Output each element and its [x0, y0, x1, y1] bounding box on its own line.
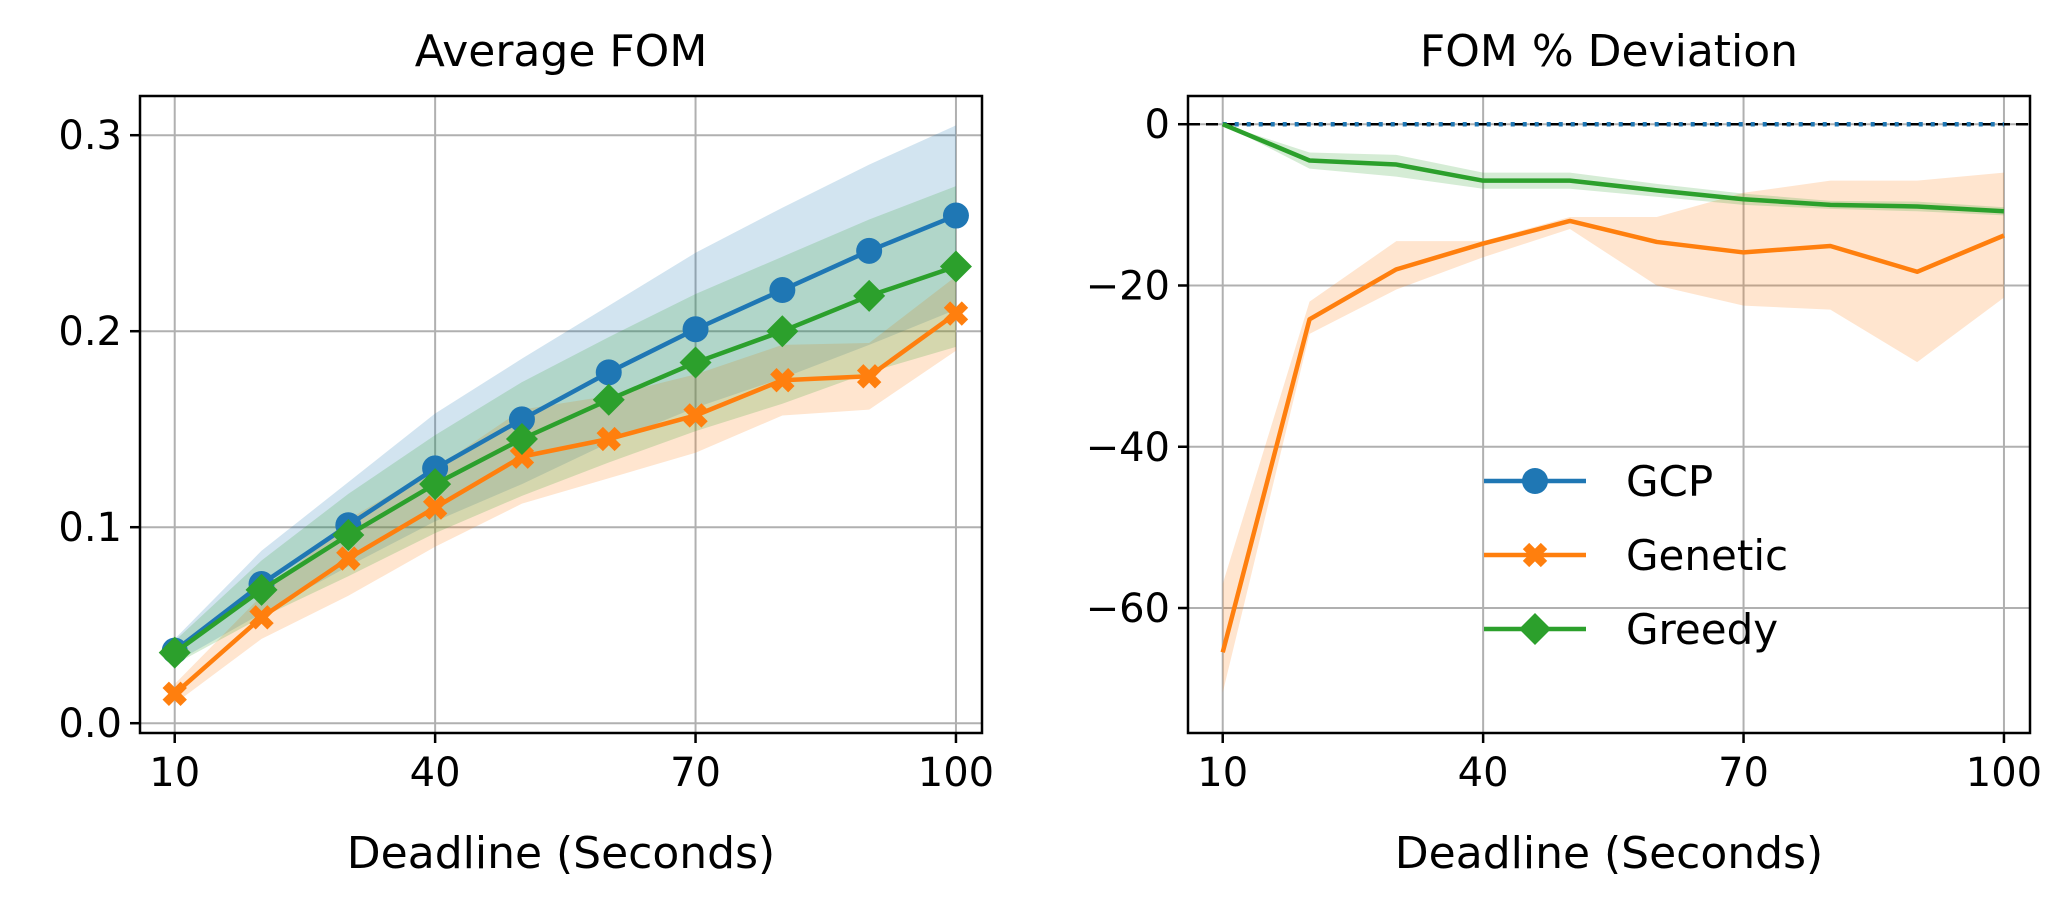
data-point-gcp [682, 316, 709, 343]
data-point-genetic [683, 403, 708, 428]
data-point-genetic-stroke [596, 426, 621, 452]
x-axis-label: Deadline (Seconds) [1395, 828, 1823, 879]
data-point-genetic [856, 364, 882, 389]
data-point-genetic-stroke [509, 444, 535, 469]
data-point-greedy [766, 315, 799, 348]
data-point-genetic-stroke [856, 364, 882, 389]
data-point-gcp [595, 359, 622, 386]
series-line-gcp [173, 213, 957, 653]
y-tick-label: 0.2 [58, 309, 122, 355]
data-point-greedy [853, 279, 886, 312]
data-point-greedy [679, 346, 712, 379]
x-axis-label: Deadline (Seconds) [347, 828, 775, 879]
data-point-genetic-stroke [943, 301, 969, 326]
y-tick-label: 0.1 [58, 505, 122, 551]
data-point-genetic [336, 546, 361, 571]
x-tick-label: 40 [410, 750, 461, 796]
legend-label-gcp: GCP [1626, 457, 1713, 506]
axes-frame [1186, 94, 2032, 735]
data-point-greedy [419, 468, 452, 501]
axes-frame [138, 94, 984, 735]
y-tick-label: −60 [1086, 586, 1170, 632]
y-tick-label: −20 [1086, 263, 1170, 309]
x-tick-label: 40 [1458, 750, 1509, 796]
data-point-genetic [249, 605, 274, 630]
y-tick-label: 0.0 [58, 701, 122, 747]
band-genetic [174, 276, 956, 704]
x-tick-label: 70 [670, 750, 721, 796]
data-point-greedy [505, 423, 538, 455]
data-point-genetic-stroke [422, 495, 448, 520]
data-point-greedy [592, 383, 625, 416]
data-point-gcp [942, 202, 969, 229]
y-tick-label: −40 [1086, 425, 1170, 471]
series-line-greedy [173, 264, 957, 655]
average-fom-title: Average FOM [415, 26, 708, 77]
x-tick-label: 70 [1718, 750, 1769, 796]
data-point-gcp [508, 406, 535, 433]
data-point-genetic-stroke [770, 368, 795, 393]
data-point-gcp [856, 237, 883, 264]
data-point-genetic-stroke [249, 605, 274, 630]
legend-marker-greedy [1519, 613, 1551, 645]
fom-deviation-panel: 10 40 70 100 0 −20 −40 −60 FOM % Deviation Deadli… [1086, 26, 2043, 879]
series-line-greedy [1221, 122, 2005, 214]
data-point-genetic [596, 426, 621, 452]
data-point-greedy [939, 250, 972, 283]
data-point-genetic [422, 495, 448, 520]
series-line-genetic [173, 311, 958, 696]
average-fom-panel: 10 40 70 100 0.0 0.1 0.2 0.3 Average FOM Deadline… [58, 26, 994, 879]
y-tick-label: 0 [1145, 102, 1170, 148]
y-tick-label: 0.3 [58, 113, 122, 159]
data-point-genetic [162, 681, 187, 706]
x-tick-label: 10 [1197, 750, 1248, 796]
data-point-greedy [158, 636, 191, 669]
legend-marker-genetic-stroke [1522, 542, 1548, 568]
data-point-genetic-stroke [683, 403, 708, 428]
legend: GCP Genetic Greedy [1484, 457, 1788, 654]
data-point-genetic [509, 444, 535, 469]
data-point-greedy [245, 573, 278, 606]
band-greedy [1222, 124, 2004, 216]
band-greedy [174, 186, 956, 665]
data-point-gcp [769, 277, 796, 304]
x-tick-label: 10 [149, 750, 200, 796]
series-line-genetic [1220, 218, 2005, 653]
x-tick-label: 100 [1966, 750, 2042, 796]
data-point-genetic [770, 368, 795, 393]
data-point-greedy [332, 519, 365, 552]
band-genetic [1222, 172, 2004, 693]
x-tick-label: 100 [918, 750, 994, 796]
legend-label-genetic: Genetic [1626, 531, 1788, 580]
legend-marker-genetic [1522, 542, 1548, 568]
fom-deviation-title: FOM % Deviation [1420, 26, 1798, 77]
legend-label-greedy: Greedy [1626, 605, 1778, 654]
data-point-genetic [943, 301, 969, 326]
data-point-genetic-stroke [162, 681, 187, 706]
legend-marker-gcp [1522, 468, 1548, 494]
data-point-genetic-stroke [336, 546, 361, 571]
